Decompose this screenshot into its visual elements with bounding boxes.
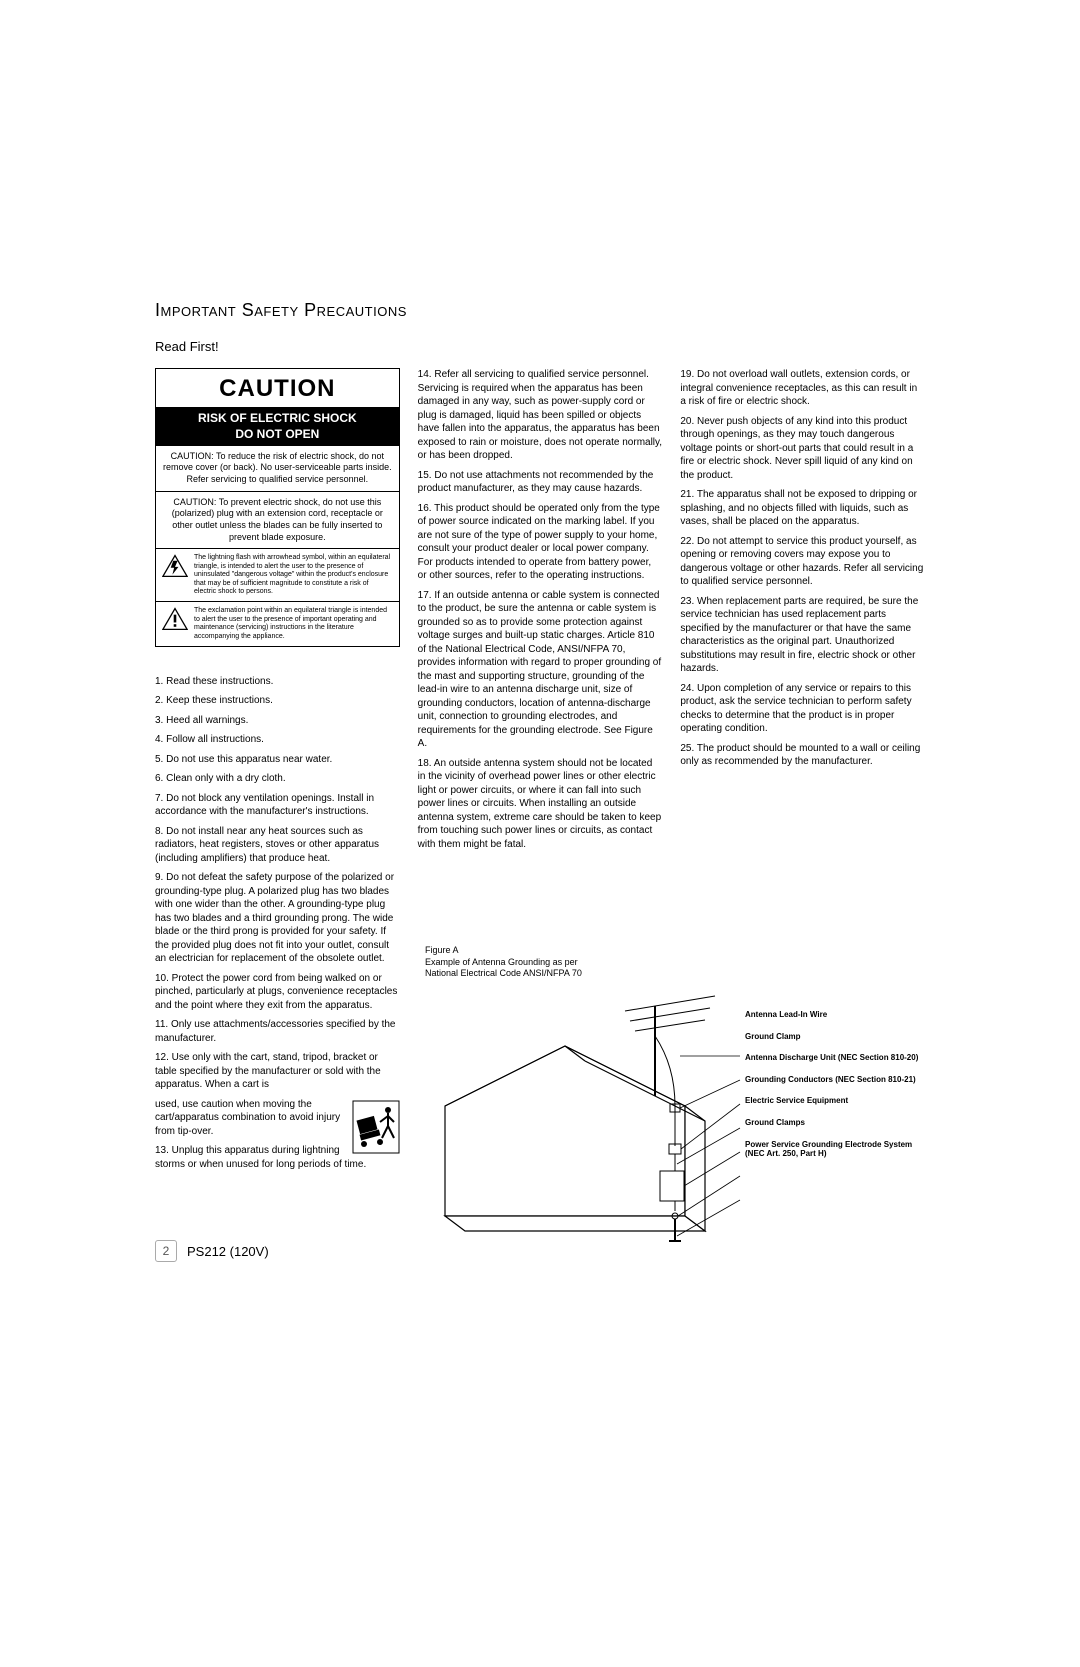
instruction-21: 21. The apparatus shall not be exposed t… bbox=[680, 488, 925, 529]
cart-paragraph: used, use caution when moving the cart/a… bbox=[155, 1098, 400, 1178]
instruction-22: 22. Do not attempt to service this produ… bbox=[680, 535, 925, 589]
instruction-2: 2. Keep these instructions. bbox=[155, 694, 400, 708]
exclamation-text: The exclamation point within an equilate… bbox=[194, 607, 393, 641]
instruction-12a: 12. Use only with the cart, stand, tripo… bbox=[155, 1051, 400, 1092]
figure-label-5: Electric Service Equipment bbox=[745, 1096, 925, 1106]
figure-label-1: Antenna Lead-In Wire bbox=[745, 1010, 925, 1020]
model-label: PS212 (120V) bbox=[187, 1244, 269, 1259]
column-1: CAUTION RISK OF ELECTRIC SHOCK DO NOT OP… bbox=[155, 368, 400, 1177]
figure-caption-3: National Electrical Code ANSI/NFPA 70 bbox=[425, 968, 925, 980]
page-number: 2 bbox=[155, 1240, 177, 1262]
instruction-6: 6. Clean only with a dry cloth. bbox=[155, 772, 400, 786]
instruction-10: 10. Protect the power cord from being wa… bbox=[155, 972, 400, 1013]
instruction-24: 24. Upon completion of any service or re… bbox=[680, 682, 925, 736]
instruction-11: 11. Only use attachments/accessories spe… bbox=[155, 1018, 400, 1045]
page-title: Important Safety Precautions bbox=[155, 300, 925, 321]
instruction-25: 25. The product should be mounted to a w… bbox=[680, 742, 925, 769]
lightning-symbol-block: The lightning flash with arrowhead symbo… bbox=[156, 549, 399, 602]
instruction-7: 7. Do not block any ventilation openings… bbox=[155, 792, 400, 819]
page-footer: 2 PS212 (120V) bbox=[155, 1240, 269, 1262]
instruction-15: 15. Do not use attachments not recommend… bbox=[418, 469, 663, 496]
figure-label-4: Grounding Conductors (NEC Section 810-21… bbox=[745, 1075, 925, 1085]
instruction-20: 20. Never push objects of any kind into … bbox=[680, 415, 925, 483]
instruction-5: 5. Do not use this apparatus near water. bbox=[155, 753, 400, 767]
figure-caption: Figure A Example of Antenna Grounding as… bbox=[425, 945, 925, 980]
instruction-16: 16. This product should be operated only… bbox=[418, 502, 663, 583]
caution-heading: CAUTION bbox=[156, 369, 399, 408]
page-content: Important Safety Precautions Read First!… bbox=[155, 300, 925, 1177]
figure-label-3: Antenna Discharge Unit (NEC Section 810-… bbox=[745, 1053, 925, 1063]
caution-box: CAUTION RISK OF ELECTRIC SHOCK DO NOT OP… bbox=[155, 368, 400, 647]
cart-tipover-icon bbox=[352, 1100, 400, 1154]
instruction-8: 8. Do not install near any heat sources … bbox=[155, 825, 400, 866]
figure-label-7: Power Service Grounding Electrode System… bbox=[745, 1140, 925, 1159]
instruction-1: 1. Read these instructions. bbox=[155, 675, 400, 689]
instruction-3: 3. Heed all warnings. bbox=[155, 714, 400, 728]
caution-text-1: CAUTION: To reduce the risk of electric … bbox=[156, 446, 399, 492]
figure-caption-1: Figure A bbox=[425, 945, 925, 957]
caution-black-line2: DO NOT OPEN bbox=[160, 427, 395, 443]
exclamation-icon bbox=[162, 607, 188, 631]
instruction-19: 19. Do not overload wall outlets, extens… bbox=[680, 368, 925, 409]
instruction-9: 9. Do not defeat the safety purpose of t… bbox=[155, 871, 400, 966]
figure-labels: Antenna Lead-In Wire Ground Clamp Antenn… bbox=[745, 1010, 925, 1171]
figure-label-6: Ground Clamps bbox=[745, 1118, 925, 1128]
figure-caption-2: Example of Antenna Grounding as per bbox=[425, 957, 925, 969]
instruction-14: 14. Refer all servicing to qualified ser… bbox=[418, 368, 663, 463]
caution-black-line1: RISK OF ELECTRIC SHOCK bbox=[160, 411, 395, 427]
figure-a: Figure A Example of Antenna Grounding as… bbox=[425, 945, 925, 1251]
instruction-12b: used, use caution when moving the cart/a… bbox=[155, 1099, 340, 1137]
instruction-18: 18. An outside antenna system should not… bbox=[418, 757, 663, 852]
lightning-icon bbox=[162, 554, 188, 578]
instruction-17: 17. If an outside antenna or cable syste… bbox=[418, 589, 663, 751]
caution-text-2: CAUTION: To prevent electric shock, do n… bbox=[156, 492, 399, 550]
instruction-23: 23. When replacement parts are required,… bbox=[680, 595, 925, 676]
page-subtitle: Read First! bbox=[155, 339, 925, 354]
lightning-text: The lightning flash with arrowhead symbo… bbox=[194, 554, 393, 596]
caution-black-bar: RISK OF ELECTRIC SHOCK DO NOT OPEN bbox=[156, 408, 399, 445]
figure-label-2: Ground Clamp bbox=[745, 1032, 925, 1042]
instruction-4: 4. Follow all instructions. bbox=[155, 733, 400, 747]
exclamation-symbol-block: The exclamation point within an equilate… bbox=[156, 602, 399, 646]
